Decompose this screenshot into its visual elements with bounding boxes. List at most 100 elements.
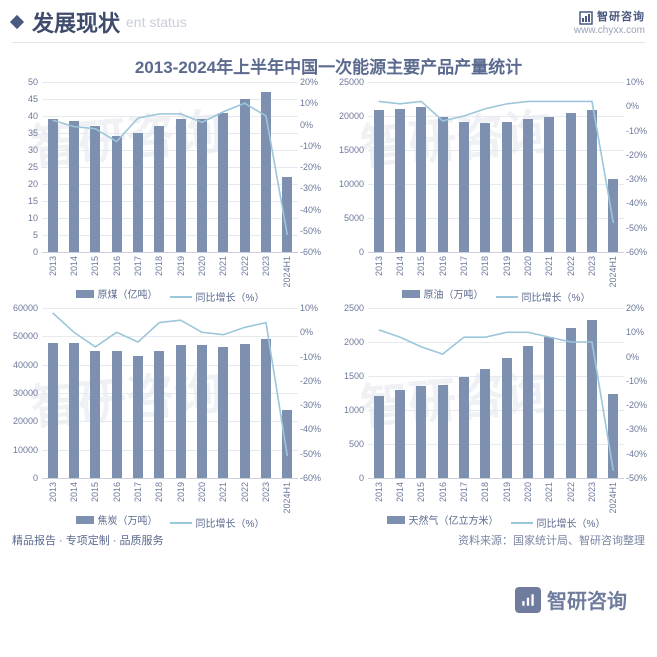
xtick: 2015: [416, 482, 426, 502]
ytick-right: -30%: [300, 183, 330, 193]
xtick: 2020: [523, 256, 533, 276]
ytick-left: 50000: [12, 331, 38, 341]
ytick-right: -60%: [626, 247, 656, 257]
plot-coke: 0100002000030000400005000060000-60%-50%-…: [42, 308, 298, 478]
ytick-right: -20%: [626, 400, 656, 410]
xtick: 2023: [587, 256, 597, 276]
xtick: 2020: [197, 256, 207, 276]
ytick-right: -50%: [300, 226, 330, 236]
header: 发展现状 ent status 智研咨询 www.chyxx.com: [0, 0, 657, 38]
growth-line: [368, 82, 624, 252]
xtick: 2015: [90, 482, 100, 502]
legend-oil: 原油（万吨）同比增长（%）: [338, 284, 654, 304]
ytick-right: -20%: [300, 376, 330, 386]
legend-coke: 焦炭（万吨）同比增长（%）: [12, 510, 328, 530]
xtick: 2021: [218, 256, 228, 276]
footer-left: 精品报告 · 专项定制 · 品质服务: [12, 532, 164, 548]
xtick: 2014: [395, 482, 405, 502]
ytick-left: 0: [12, 473, 38, 483]
title-en: ent status: [126, 14, 187, 30]
ytick-left: 0: [338, 247, 364, 257]
panel-coal: 05101520253035404550-60%-50%-40%-30%-20%…: [12, 82, 328, 304]
ytick-right: 10%: [626, 327, 656, 337]
ytick-right: 10%: [300, 303, 330, 313]
xtick: 2024H1: [608, 256, 618, 288]
xtick: 2016: [112, 256, 122, 276]
xtick: 2014: [395, 256, 405, 276]
ytick-right: 0%: [626, 101, 656, 111]
xtick: 2015: [416, 256, 426, 276]
ytick-right: -50%: [300, 449, 330, 459]
xtick: 2024H1: [282, 482, 292, 514]
footer: 精品报告 · 专项定制 · 品质服务 资料来源：国家统计局、智研咨询整理: [0, 530, 657, 554]
ytick-right: -40%: [300, 424, 330, 434]
xtick: 2022: [566, 482, 576, 502]
xtick: 2019: [176, 256, 186, 276]
header-diamond-icon: [10, 15, 24, 29]
xtick: 2022: [240, 256, 250, 276]
ytick-right: -60%: [300, 473, 330, 483]
ytick-right: 0%: [300, 327, 330, 337]
ytick-left: 60000: [12, 303, 38, 313]
legend-line: 同比增长（%）: [511, 515, 606, 530]
brand-name: 智研咨询: [597, 11, 645, 23]
xtick: 2024H1: [608, 482, 618, 514]
ytick-right: -10%: [626, 376, 656, 386]
legend-bar: 原煤（亿吨）: [76, 286, 158, 301]
ytick-right: -10%: [300, 141, 330, 151]
growth-line: [42, 308, 298, 478]
ytick-left: 30000: [12, 388, 38, 398]
xtick: 2016: [438, 482, 448, 502]
ytick-left: 40000: [12, 360, 38, 370]
watermark-brand-icon: [515, 587, 541, 613]
ytick-left: 45: [12, 94, 38, 104]
ytick-left: 15000: [338, 145, 364, 155]
xtick: 2013: [48, 482, 58, 502]
legend-bar: 原油（万吨）: [402, 286, 484, 301]
growth-line: [368, 308, 624, 478]
ytick-left: 0: [338, 473, 364, 483]
ytick-right: -30%: [626, 174, 656, 184]
ytick-right: -30%: [626, 424, 656, 434]
xtick: 2022: [566, 256, 576, 276]
xtick: 2021: [544, 482, 554, 502]
xtick: 2024H1: [282, 256, 292, 288]
ytick-left: 10000: [338, 179, 364, 189]
ytick-right: 20%: [626, 303, 656, 313]
chart-grid: 05101520253035404550-60%-50%-40%-30%-20%…: [0, 82, 657, 530]
ytick-right: 20%: [300, 77, 330, 87]
ytick-right: -20%: [626, 150, 656, 160]
ytick-right: -40%: [626, 449, 656, 459]
legend-bar: 天然气（亿立方米）: [387, 512, 499, 527]
title-cn: 发展现状: [32, 6, 120, 38]
ytick-left: 20000: [338, 111, 364, 121]
xtick: 2013: [374, 256, 384, 276]
xtick: 2017: [459, 256, 469, 276]
legend-gas: 天然气（亿立方米） 同比增长（%）: [338, 510, 654, 530]
ytick-right: -60%: [300, 247, 330, 257]
xtick: 2019: [502, 482, 512, 502]
ytick-right: -10%: [626, 126, 656, 136]
ytick-right: 0%: [626, 352, 656, 362]
xtick: 2014: [69, 256, 79, 276]
ytick-left: 5000: [338, 213, 364, 223]
ytick-left: 2000: [338, 337, 364, 347]
ytick-left: 500: [338, 439, 364, 449]
ytick-left: 15: [12, 196, 38, 206]
ytick-left: 20000: [12, 416, 38, 426]
ytick-left: 35: [12, 128, 38, 138]
ytick-left: 5: [12, 230, 38, 240]
xaxis: 2013201420152016201720182019202020212022…: [368, 478, 624, 510]
ytick-left: 30: [12, 145, 38, 155]
ytick-right: -40%: [626, 198, 656, 208]
xtick: 2013: [48, 256, 58, 276]
ytick-right: -10%: [300, 352, 330, 362]
xtick: 2021: [218, 482, 228, 502]
xtick: 2015: [90, 256, 100, 276]
xtick: 2018: [480, 482, 490, 502]
ytick-left: 50: [12, 77, 38, 87]
xtick: 2023: [587, 482, 597, 502]
xtick: 2019: [176, 482, 186, 502]
ytick-left: 10000: [12, 445, 38, 455]
plot-oil: 0500010000150002000025000-60%-50%-40%-30…: [368, 82, 624, 252]
